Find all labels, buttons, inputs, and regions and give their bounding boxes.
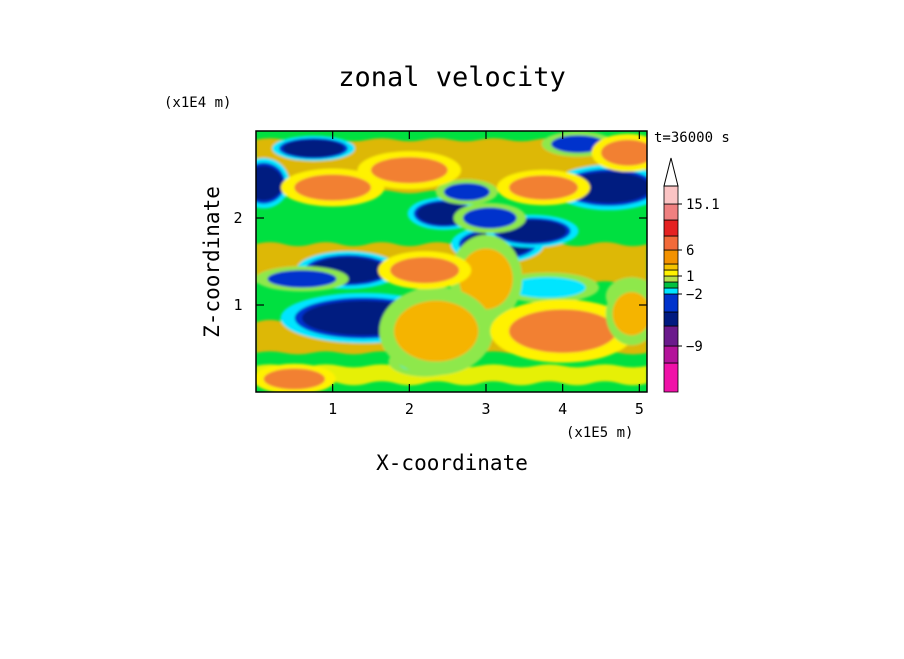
- y-tick-label: 1: [233, 296, 242, 314]
- plot-frame: [255, 130, 648, 393]
- colorbar-extend-arrow: [663, 157, 679, 187]
- colorbar-segment: [663, 281, 679, 289]
- contour-field: [256, 131, 647, 392]
- field-contour-core: [566, 171, 647, 204]
- field-contour-core: [263, 368, 326, 390]
- colorbar-segment: [663, 203, 679, 221]
- y-unit-label: (x1E4 m): [164, 95, 231, 111]
- x-tick-label: 3: [481, 400, 490, 418]
- colorbar-label: −9: [686, 339, 703, 355]
- x-axis-label: X-coordinate: [376, 451, 528, 475]
- field-contour-core: [463, 207, 517, 229]
- colorbar-segment: [663, 293, 679, 313]
- time-label: t=36000 s: [654, 130, 730, 146]
- field-contour-core: [443, 183, 490, 201]
- field-contour-core: [390, 257, 460, 284]
- colorbar-segment: [663, 362, 679, 393]
- field-contour-core: [551, 135, 605, 153]
- colorbar-segment: [663, 345, 679, 364]
- x-tick-label: 1: [328, 400, 337, 418]
- field-contour-core: [282, 139, 345, 158]
- x-unit-label: (x1E5 m): [566, 425, 633, 441]
- field-band: [256, 364, 647, 386]
- colorbar-segment: [663, 185, 679, 205]
- colorbar-label: 15.1: [686, 197, 720, 213]
- field-contour-core: [601, 139, 647, 166]
- field-contour-core: [371, 157, 448, 184]
- colorbar-label: 6: [686, 243, 694, 259]
- colorbar-segment: [663, 275, 679, 283]
- field-contour-core: [256, 165, 283, 201]
- field-contour-core: [294, 174, 371, 201]
- x-tick-label: 5: [635, 400, 644, 418]
- colorbar-segment: [663, 263, 679, 271]
- x-axis: 1 2 3 4 5: [328, 131, 644, 418]
- field-contour-core: [509, 309, 617, 353]
- x-tick-label: 4: [558, 400, 567, 418]
- field-contour-core: [509, 175, 578, 200]
- colorbar-segment: [663, 249, 679, 265]
- chart-title: zonal velocity: [338, 62, 566, 93]
- colorbar-segment: [663, 235, 679, 251]
- y-axis: 12: [233, 209, 647, 314]
- field-contour-core: [267, 270, 337, 288]
- field-contour-core: [459, 248, 513, 310]
- colorbar-label: −2: [686, 287, 703, 303]
- y-tick-label: 2: [233, 209, 242, 227]
- colorbar: 15.1 6 1 −2 −9: [663, 157, 720, 393]
- field-contour-core: [612, 291, 647, 336]
- x-tick-label: 2: [405, 400, 414, 418]
- field-contour-core: [508, 277, 586, 299]
- y-axis-label: Z-coordinate: [200, 186, 224, 338]
- colorbar-label: 1: [686, 269, 694, 285]
- colorbar-segment: [663, 269, 679, 277]
- colorbar-segment: [663, 219, 679, 237]
- colorbar-segment: [663, 325, 679, 347]
- colorbar-segment: [663, 287, 679, 295]
- field-contour-core: [394, 300, 479, 362]
- colorbar-segment: [663, 311, 679, 327]
